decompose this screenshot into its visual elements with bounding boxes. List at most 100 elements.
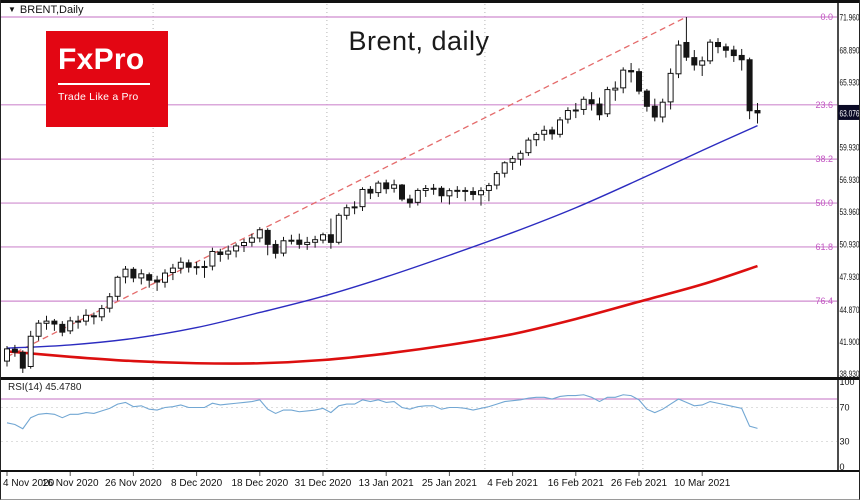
candle-body	[541, 129, 548, 135]
symbol-label: ▼ BRENT,Daily	[6, 4, 86, 16]
candle-body	[738, 54, 745, 61]
candle-body	[75, 320, 82, 323]
symbol-marker-icon: ▼	[8, 5, 16, 14]
time-axis-label: 4 Nov 2020	[3, 478, 55, 489]
symbol-name-text: BRENT,Daily	[19, 4, 84, 16]
price-axis-label: 50.930	[840, 240, 860, 250]
fibonacci-level-label: 23.6	[815, 100, 833, 110]
candle-body	[327, 234, 334, 243]
candle-body	[209, 250, 216, 267]
candle-body	[707, 41, 714, 62]
candle-body	[722, 46, 729, 51]
rsi-scale-label: 30	[840, 437, 850, 447]
candle-body	[430, 187, 437, 190]
candle-body	[580, 98, 587, 110]
time-axis-label: 18 Dec 2020	[231, 478, 288, 489]
rsi-line	[6, 394, 758, 430]
candle-body	[193, 266, 200, 269]
candle-body	[628, 70, 635, 73]
candle-body	[201, 265, 208, 268]
candle-body	[335, 214, 342, 243]
candle-body	[509, 158, 516, 163]
price-axis-label: 65.930	[840, 78, 860, 88]
time-axis-label: 10 Mar 2021	[674, 478, 731, 489]
candle-body	[296, 239, 303, 245]
candle-body	[588, 99, 595, 105]
candle-body	[454, 189, 461, 192]
candle-body	[525, 139, 532, 154]
candle-body	[146, 274, 153, 281]
candle-body	[667, 72, 674, 103]
candle-body	[4, 348, 10, 362]
candle-body	[414, 189, 421, 203]
candle-body	[470, 191, 477, 195]
candle-body	[406, 198, 413, 204]
candle-body	[106, 296, 113, 309]
candle-body	[122, 268, 129, 278]
fxpro-logo-divider	[58, 82, 150, 85]
candle-body	[320, 234, 326, 241]
rsi-scale-label: 0	[840, 462, 845, 472]
candle-body	[517, 152, 524, 160]
candle-body	[501, 162, 508, 174]
candle-body	[367, 188, 374, 194]
candle-body	[549, 129, 556, 135]
candle-body	[98, 308, 105, 318]
candle-body	[422, 188, 429, 191]
price-axis-label: 41.900	[840, 337, 860, 347]
pane-separator	[1, 377, 859, 380]
candle-body	[217, 251, 224, 255]
price-axis-label: 38.930	[840, 369, 860, 379]
price-axis-label: 44.870	[840, 305, 860, 315]
time-axis-label: 16 Feb 2021	[548, 478, 605, 489]
candle-body	[636, 71, 642, 92]
candle-body	[280, 240, 287, 254]
current-price-value: 63.076	[840, 108, 860, 118]
candle-body	[438, 187, 445, 197]
current-price-badge: 63.076	[838, 104, 860, 120]
candle-body	[83, 314, 89, 322]
candle-body	[272, 243, 279, 254]
candle-body	[564, 110, 571, 120]
candle-body	[715, 41, 721, 48]
candle-body	[264, 229, 271, 245]
time-axis-label: 13 Jan 2021	[359, 478, 414, 489]
candle-body	[375, 182, 382, 194]
current-price-badge-bg	[838, 104, 859, 120]
candle-body	[233, 245, 240, 252]
candle-body	[754, 110, 761, 114]
price-axis-label: 68.890	[840, 46, 860, 56]
candle-body	[691, 57, 698, 66]
candle-body	[699, 60, 706, 66]
candle-body	[138, 273, 145, 279]
candle-body	[130, 268, 137, 279]
candle-body	[359, 188, 366, 208]
candle-body	[659, 101, 666, 118]
time-axis-separator	[1, 470, 859, 472]
candle-body	[154, 279, 161, 283]
time-axis-label: 4 Feb 2021	[487, 478, 538, 489]
candle-body	[256, 229, 263, 239]
candle-body	[51, 320, 58, 325]
candle-body	[248, 237, 255, 243]
candle-body	[533, 133, 540, 141]
candle-body	[493, 173, 500, 186]
candle-body	[225, 250, 232, 255]
fibonacci-level-label: 0.0	[820, 12, 833, 22]
candle-body	[651, 105, 658, 118]
candle-body	[383, 182, 390, 190]
fxpro-tagline-text: Trade Like a Pro	[58, 90, 139, 103]
fibonacci-level-label: 61.8	[815, 242, 833, 252]
candle-body	[304, 241, 311, 245]
rsi-scale-label: 70	[840, 403, 850, 413]
time-axis-label: 25 Jan 2021	[422, 478, 477, 489]
candle-body	[683, 41, 690, 58]
candle-body	[185, 262, 192, 268]
candle-body	[35, 322, 42, 337]
candle-body	[478, 190, 484, 196]
candle-body	[312, 239, 319, 243]
candle-body	[67, 320, 74, 332]
